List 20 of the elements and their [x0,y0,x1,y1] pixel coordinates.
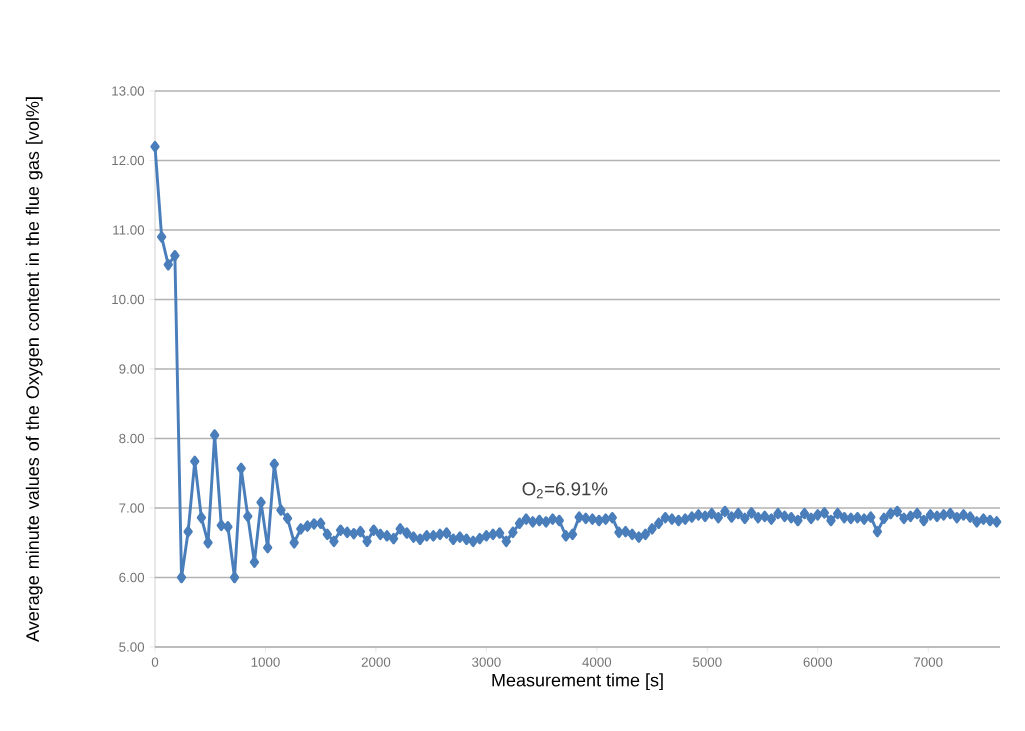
y-tick-label: 12.00 [112,155,145,166]
y-tick-label: 10.00 [112,294,145,305]
x-tick-label: 0 [151,657,159,667]
annotation: O$_{2}$=6.91% [522,482,608,499]
y-tick-label: 8.00 [119,433,145,444]
x-tick-label: 5000 [693,657,722,667]
x-tick-label: 7000 [914,657,943,667]
x-tick-label: 3000 [472,657,501,667]
x-tick-label: 1000 [251,657,280,667]
y-tick-label: 11.00 [113,225,145,235]
y-tick-label: 13.00 [112,86,145,96]
y-tick-label: 5.00 [119,642,145,652]
y-tick-label: 7.00 [119,503,145,513]
x-axis-title: Measurement time [s] [492,673,663,691]
x-tick-label: 6000 [803,657,833,667]
x-tick-label: 2000 [361,657,391,667]
x-tick-label: 4000 [582,657,612,667]
y-axis-title: Average minute values of the Oxygen content in the flue gas [vol%] [25,97,43,642]
y-tick-label: 9.00 [119,364,145,374]
y-tick-label: 6.00 [119,572,145,583]
